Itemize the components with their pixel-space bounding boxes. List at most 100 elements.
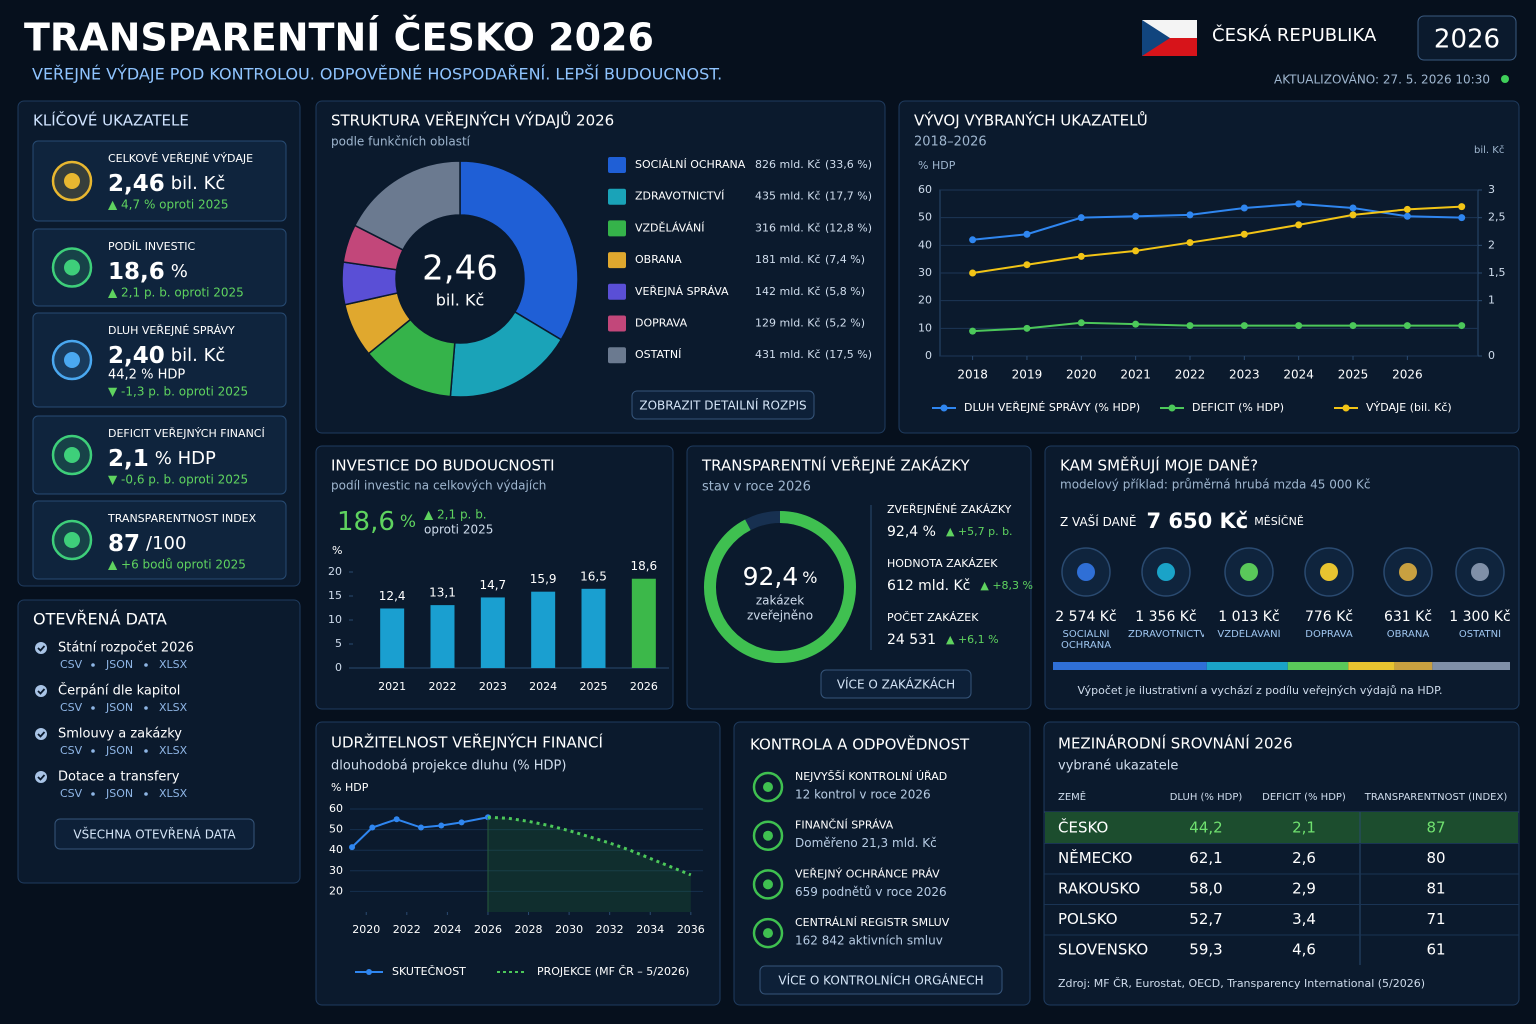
bar-value-label: 12,4	[379, 589, 406, 603]
indicator-value: 2,46 bil. Kč	[108, 171, 225, 197]
indicator-card	[32, 228, 287, 307]
legend-amount: 316 mld. Kč	[755, 221, 821, 234]
tax-name: OBRANA	[1386, 629, 1430, 640]
indicator-label: TRANSPARENTNOST INDEX	[107, 512, 257, 525]
format-link: JSON	[105, 701, 133, 714]
series-point	[1349, 204, 1357, 212]
y-tick-label: 5	[335, 637, 342, 650]
series-point	[1295, 322, 1303, 330]
bar-value-label: 13,1	[429, 586, 456, 600]
series-point	[1023, 261, 1031, 269]
series-point	[393, 816, 400, 823]
series-point	[969, 269, 977, 277]
panel-title: STRUKTURA VEŘEJNÝCH VÝDAJŮ 2026	[331, 111, 614, 130]
panel-subtitle: podle funkčních oblastí	[331, 135, 471, 149]
y-axis-label: % HDP	[331, 781, 369, 794]
y-tick-label: 0	[925, 349, 932, 362]
y-tick-label: 10	[918, 321, 932, 334]
bar	[531, 591, 556, 668]
indicator-change: ▲ +6 bodů oproti 2025	[108, 558, 246, 572]
table-cell: 80	[1426, 849, 1445, 867]
button[interactable]	[820, 669, 972, 699]
stat-value-part: ▲ +8,3 %	[980, 579, 1033, 592]
x-tick-label: 2024	[433, 923, 461, 936]
format-link: CSV	[60, 701, 83, 714]
series-point	[1240, 230, 1248, 238]
series-point	[1186, 211, 1194, 219]
tax-name: ZDRAVOTNICTVÍ	[1128, 629, 1204, 640]
x-tick-label: 2026	[630, 680, 658, 693]
x-tick-label: 2022	[393, 923, 421, 936]
x-tick-label: 2026	[1392, 368, 1423, 382]
check-icon	[35, 642, 47, 654]
check-icon	[35, 685, 47, 697]
legend-label: ZDRAVOTNICTVÍ	[635, 190, 724, 203]
gauge-label-part: %	[802, 568, 817, 587]
bar-value-label: 14,7	[479, 578, 506, 592]
legend-label: SOCIÁLNÍ OCHRANA	[635, 158, 746, 171]
x-tick-label: 2023	[1229, 368, 1260, 382]
button[interactable]	[631, 390, 815, 420]
format-link: JSON	[105, 744, 133, 757]
legend-amount: 431 mld. Kč	[755, 348, 821, 361]
tax-total-part: MĚSÍČNĚ	[1254, 515, 1304, 528]
tax-name: OSTATNÍ	[1458, 629, 1502, 640]
legend-swatch	[608, 157, 626, 173]
panel-title: UDRŽITELNOST VEŘEJNÝCH FINANCÍ	[331, 733, 603, 752]
legend-amount: 181 mld. Kč	[755, 253, 821, 266]
dataset-name: Smlouvy a zakázky	[58, 727, 182, 742]
series-point	[1023, 324, 1031, 332]
indicator-card	[32, 140, 287, 222]
button[interactable]	[759, 965, 1003, 995]
format-bullet	[91, 663, 95, 667]
bar-value-label: 16,5	[580, 569, 607, 583]
table-cell: 52,7	[1189, 910, 1222, 928]
x-tick-label: 2026	[474, 923, 502, 936]
series-point	[1186, 239, 1194, 247]
control-label: CENTRÁLNÍ REGISTR SMLUV	[795, 916, 950, 929]
bar	[480, 597, 505, 668]
donut-slice	[353, 160, 461, 251]
panel-subtitle: modelový příklad: průměrná hrubá mzda 45…	[1060, 478, 1370, 492]
panel-title: TRANSPARENTNÍ VEŘEJNÉ ZAKÁZKY	[701, 456, 971, 475]
column-header: DLUH (% HDP)	[1170, 792, 1243, 803]
legend-amount: 435 mld. Kč	[755, 190, 821, 203]
indicator-value-part: 2,46	[108, 171, 165, 197]
tax-icon-core	[1399, 563, 1417, 581]
legend-share: (17,5 %)	[825, 348, 872, 361]
series-line	[972, 205, 1462, 274]
control-icon	[752, 869, 784, 900]
y-axis-label: %	[332, 544, 342, 557]
y-tick-label: 20	[328, 565, 342, 578]
panel	[17, 599, 301, 884]
x-tick-label: 2019	[1012, 368, 1043, 382]
tax-icon-core	[1240, 563, 1258, 581]
panel-title: KAM SMĚŘUJÍ MOJE DANĚ?	[1060, 456, 1258, 475]
gauge-caption: zakázek	[756, 594, 804, 608]
gauge-label: 92,4%	[743, 562, 818, 591]
indicator-change: ▼ -0,6 p. b. oproti 2025	[108, 473, 248, 487]
x-tick-label: 2024	[529, 680, 557, 693]
table-cell: RAKOUSKO	[1058, 880, 1140, 898]
year-box	[1417, 15, 1517, 61]
panel	[733, 721, 1031, 1006]
panel-title: KLÍČOVÉ UKAZATELE	[33, 111, 189, 130]
legend-label: SKUTEČNOST	[392, 965, 466, 978]
dataset-name: Čerpání dle kapitol	[58, 683, 180, 699]
check-icon	[35, 771, 47, 783]
tax-segment	[1432, 662, 1510, 670]
tax-amount: 1 356 Kč	[1135, 609, 1196, 625]
series-point	[1458, 322, 1466, 330]
y-tick-label: 15	[328, 589, 342, 602]
button[interactable]	[54, 818, 255, 850]
series-point	[1132, 212, 1140, 220]
column-header: DEFICIT (% HDP)	[1262, 792, 1346, 803]
button-label: VŠECHNA OTEVŘENÁ DATA	[73, 827, 236, 842]
x-tick-label: 2024	[1283, 368, 1314, 382]
indicator-change: ▲ 4,7 % oproti 2025	[108, 198, 229, 212]
legend-swatch	[608, 252, 626, 269]
stat-value-part: 92,4 %	[887, 524, 936, 540]
indicator-value-part: /100	[146, 533, 186, 554]
table-cell: 59,3	[1189, 941, 1222, 959]
format-bullet	[91, 706, 95, 710]
